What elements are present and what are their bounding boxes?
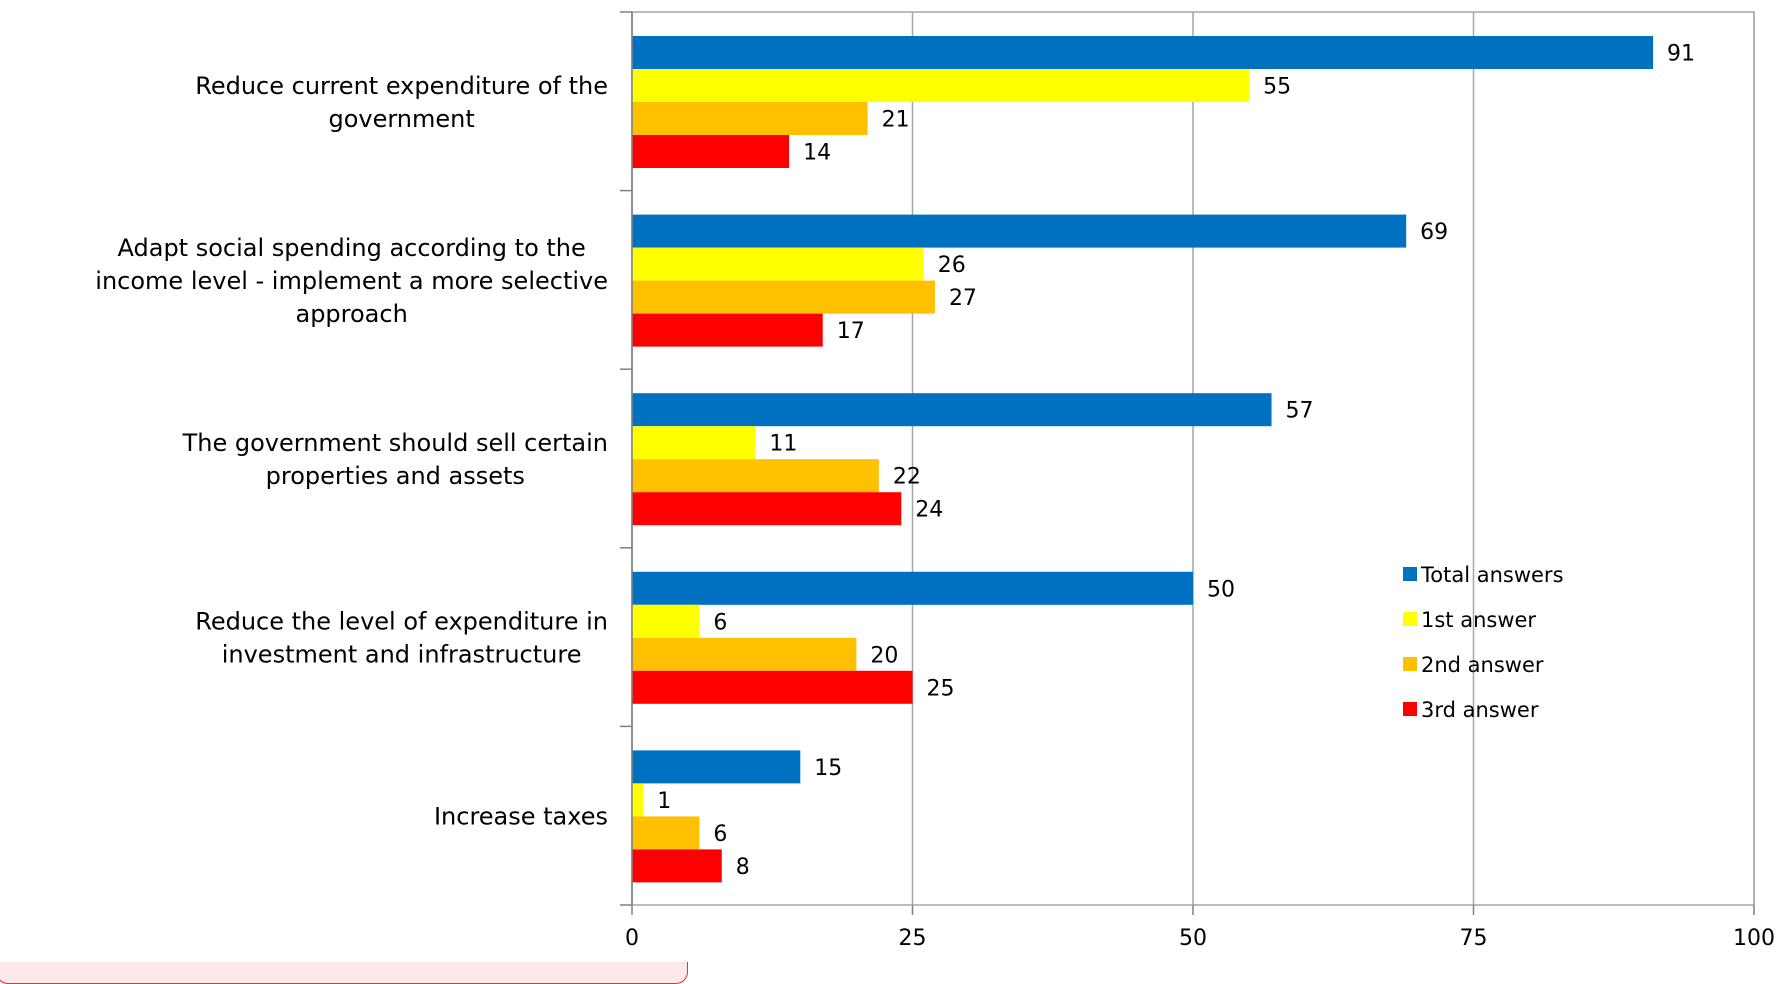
data-label-0-2: 21 [882,108,910,133]
bars [632,36,1654,883]
data-label-2-3: 24 [915,498,943,523]
x-tick-label-2: 50 [1179,926,1207,951]
bar-4-2 [632,816,700,850]
bar-3-2 [632,637,857,671]
x-tick-label-0: 0 [625,926,639,951]
legend-label-1: 1st answer [1421,608,1536,632]
bar-2-3 [632,492,902,526]
bar-3-3 [632,670,913,704]
bar-2-0 [632,393,1272,427]
category-label-line: income level - implement a more selectiv… [95,267,608,295]
legend: Total answers 1st answer 2nd answer 3rd ans… [1403,563,1564,722]
data-label-1-0: 69 [1420,220,1448,245]
bar-0-0 [632,36,1654,69]
data-label-4-3: 8 [736,855,750,880]
bar-1-2 [632,280,935,314]
data-label-3-0: 50 [1207,577,1235,602]
category-label-line: properties and assets [266,462,525,490]
category-label-2: The government should sell certain proper… [182,429,608,490]
bar-1-1 [632,247,924,281]
category-label-1: Adapt social spending according to the in… [95,234,608,328]
x-tick-label-3: 75 [1460,926,1488,951]
data-label-2-1: 11 [769,432,797,457]
bar-4-0 [632,750,801,784]
category-label-line: government [328,105,474,133]
legend-swatch-2 [1403,657,1417,671]
bar-0-2 [632,102,868,135]
data-label-4-1: 1 [657,789,671,814]
bar-2-1 [632,426,756,460]
data-label-1-2: 27 [949,286,977,311]
bar-0-3 [632,135,790,168]
data-label-0-1: 55 [1263,75,1291,100]
category-label-line: investment and infrastructure [222,641,582,669]
bar-3-1 [632,604,700,638]
category-label-line: Reduce current expenditure of the [195,72,608,100]
category-label-line: approach [295,300,407,328]
category-label-4: Increase taxes [434,803,608,831]
data-label-1-3: 17 [837,319,865,344]
bar-1-3 [632,313,823,347]
category-label-0: Reduce current expenditure of the governm… [195,72,608,133]
bar-4-3 [632,849,722,883]
x-tick-label-1: 25 [899,926,927,951]
data-label-3-3: 25 [927,676,955,701]
axes [620,11,1755,915]
category-label-line: Reduce the level of expenditure in [195,608,608,636]
legend-label-2: 2nd answer [1421,653,1544,677]
data-label-0-0: 91 [1667,42,1695,67]
bar-3-0 [632,571,1193,605]
legend-label-0: Total answers [1420,563,1564,587]
data-label-4-0: 15 [814,756,842,781]
legend-swatch-3 [1403,702,1417,716]
data-label-3-1: 6 [713,610,727,635]
category-label-3: Reduce the level of expenditure in invest… [195,608,608,669]
data-label-1-1: 26 [938,253,966,278]
legend-label-3: 3rd answer [1421,698,1539,722]
bar-1-0 [632,214,1407,248]
bar-0-1 [632,69,1250,102]
legend-swatch-1 [1403,612,1417,626]
x-tick-label-4: 100 [1733,926,1775,951]
bar-2-2 [632,459,879,493]
data-label-4-2: 6 [713,822,727,847]
data-label-2-0: 57 [1286,399,1314,424]
category-label-line: The government should sell certain [182,429,608,457]
data-label-0-3: 14 [803,141,831,166]
data-label-3-2: 20 [870,643,898,668]
category-label-line: Adapt social spending according to the [118,234,586,262]
data-label-2-2: 22 [893,465,921,490]
chart: 91 55 21 14 69 26 27 17 57 11 22 24 50 6 20 25 15 1 6 8 0 25 5… [0,11,1775,984]
bar-4-1 [632,783,644,817]
legend-swatch-0 [1403,567,1417,581]
category-label-line: Increase taxes [434,803,608,831]
